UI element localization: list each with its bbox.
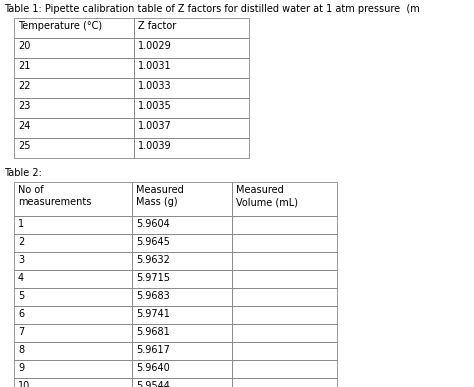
Bar (132, 270, 232, 288)
Bar (232, 360, 337, 378)
Bar (14, 234, 132, 252)
Text: 5.9617: 5.9617 (136, 345, 170, 355)
Text: 3: 3 (18, 255, 24, 265)
Text: 1.0037: 1.0037 (138, 121, 172, 131)
Text: 23: 23 (18, 101, 30, 111)
Text: 5.9632: 5.9632 (136, 255, 170, 265)
Text: Table 2:: Table 2: (4, 168, 42, 178)
Bar (132, 360, 232, 378)
Bar (232, 306, 337, 324)
Bar (14, 324, 132, 342)
Bar (232, 288, 337, 306)
Text: 1.0031: 1.0031 (138, 61, 172, 71)
Bar (232, 252, 337, 270)
Bar (232, 234, 337, 252)
Text: 22: 22 (18, 81, 30, 91)
Text: 7: 7 (18, 327, 24, 337)
Text: 5.9604: 5.9604 (136, 219, 170, 229)
Text: 4: 4 (18, 273, 24, 283)
Text: Table 1: Pipette calibration table of Z factors for distilled water at 1 atm pre: Table 1: Pipette calibration table of Z … (4, 4, 420, 14)
Bar (132, 378, 232, 387)
Text: No of
measurements: No of measurements (18, 185, 91, 207)
Bar (14, 306, 132, 324)
Bar (132, 288, 232, 306)
Text: Z factor: Z factor (138, 21, 176, 31)
Bar (14, 118, 134, 138)
Text: 10: 10 (18, 381, 30, 387)
Bar (14, 270, 132, 288)
Text: 6: 6 (18, 309, 24, 319)
Text: 1: 1 (18, 219, 24, 229)
Bar (14, 342, 132, 360)
Bar (132, 182, 232, 216)
Text: 5.9681: 5.9681 (136, 327, 170, 337)
Bar (14, 38, 134, 58)
Bar (132, 252, 232, 270)
Text: 1.0035: 1.0035 (138, 101, 172, 111)
Bar (14, 18, 134, 38)
Text: 5.9640: 5.9640 (136, 363, 170, 373)
Text: 5.9715: 5.9715 (136, 273, 170, 283)
Bar (14, 360, 132, 378)
Bar (232, 324, 337, 342)
Bar (132, 234, 232, 252)
Bar (232, 378, 337, 387)
Text: 5.9544: 5.9544 (136, 381, 170, 387)
Bar (134, 98, 249, 118)
Text: Measured
Mass (g): Measured Mass (g) (136, 185, 184, 207)
Text: 2: 2 (18, 237, 24, 247)
Bar (134, 58, 249, 78)
Bar (14, 98, 134, 118)
Bar (14, 252, 132, 270)
Text: 9: 9 (18, 363, 24, 373)
Bar (134, 18, 249, 38)
Text: 5.9645: 5.9645 (136, 237, 170, 247)
Bar (232, 342, 337, 360)
Text: Measured
Volume (mL): Measured Volume (mL) (236, 185, 298, 207)
Bar (14, 378, 132, 387)
Bar (14, 288, 132, 306)
Bar (14, 182, 132, 216)
Text: Temperature (°C): Temperature (°C) (18, 21, 102, 31)
Text: 21: 21 (18, 61, 30, 71)
Text: 24: 24 (18, 121, 30, 131)
Bar (134, 118, 249, 138)
Text: 8: 8 (18, 345, 24, 355)
Text: 5.9683: 5.9683 (136, 291, 170, 301)
Bar (14, 138, 134, 158)
Bar (134, 78, 249, 98)
Text: 25: 25 (18, 141, 30, 151)
Bar (14, 58, 134, 78)
Bar (14, 216, 132, 234)
Text: 1.0039: 1.0039 (138, 141, 172, 151)
Bar (232, 216, 337, 234)
Bar (132, 342, 232, 360)
Text: 20: 20 (18, 41, 30, 51)
Bar (134, 138, 249, 158)
Bar (132, 216, 232, 234)
Bar (232, 182, 337, 216)
Text: 5.9741: 5.9741 (136, 309, 170, 319)
Text: 1.0033: 1.0033 (138, 81, 172, 91)
Bar (134, 38, 249, 58)
Text: 5: 5 (18, 291, 24, 301)
Bar (132, 324, 232, 342)
Bar (14, 78, 134, 98)
Text: 1.0029: 1.0029 (138, 41, 172, 51)
Bar (132, 306, 232, 324)
Bar (232, 270, 337, 288)
